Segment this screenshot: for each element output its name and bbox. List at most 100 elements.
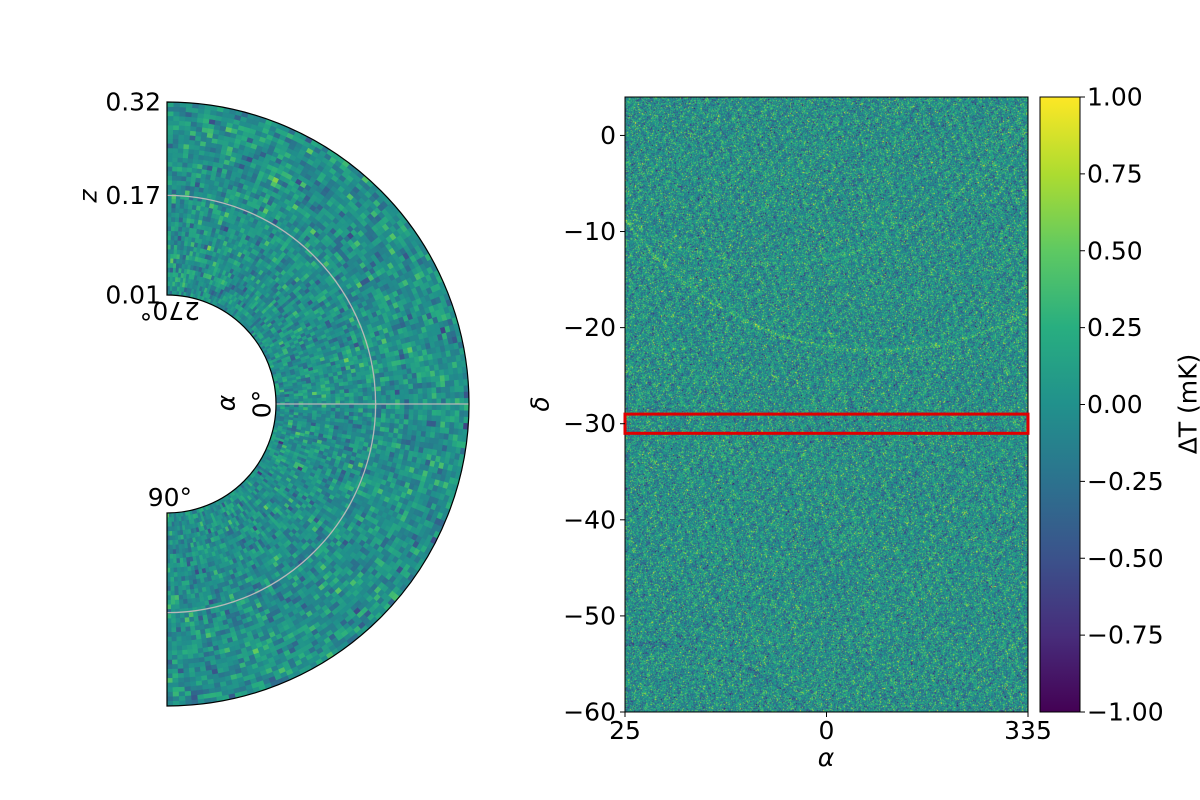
wedge-cell [167,599,172,606]
wedge-cell [178,590,184,596]
wedge-cell [183,203,189,210]
wedge-cell [174,207,180,213]
wedge-cell [181,166,188,173]
wedge-cell [412,377,418,384]
wedge-cell [344,411,350,416]
wedge-cell [170,595,176,601]
wedge-cell [371,420,377,427]
wedge-cell [335,410,341,416]
wedge-cell [167,267,171,273]
wedge-cell [170,581,175,587]
wedge-cell [353,415,359,421]
wedge-cell [413,398,419,405]
wedge-cell [170,609,177,615]
wedge-cell [348,418,354,424]
wedge-cell [362,386,368,392]
wedge-cell [171,161,178,167]
wedge-cell [178,585,183,592]
wedge-cell [367,412,373,418]
wedge-cell [179,613,186,619]
wedge-cell [343,414,350,420]
wedge-cell [302,409,309,414]
wedge-cell [175,189,181,195]
wedge-cell [330,413,336,419]
wedge-cell [167,184,172,190]
wedge-cell [170,576,175,583]
wedge-cell [394,384,400,390]
wedge-cell [180,617,186,624]
wedge-cell [177,663,184,670]
wedge-cell [384,380,391,386]
wedge-cell [376,390,382,396]
wedge-cell [169,544,174,551]
wedge-cell [185,630,192,637]
wedge-cell [422,392,428,399]
wedge-cell [349,407,355,413]
wedge-cell [376,408,382,414]
wedge-cell [178,207,184,214]
wedge-cell [169,558,174,564]
wedge-cell [182,143,190,150]
wedge-cell [188,190,195,196]
wedge-cell [380,385,387,391]
wedge-cell [171,613,177,619]
wedge-cell [175,604,181,610]
wedge-cell [179,603,185,610]
wedge-cell [280,406,286,410]
wedge-cell [167,170,173,176]
wedge-cell [167,161,173,167]
wedge-cell [171,636,178,642]
wedge-cell [187,199,194,206]
wedge-cell [187,653,195,660]
wedge-cell [173,567,178,573]
wedge-cell [393,379,400,386]
wedge-cell [181,161,188,168]
wedge-cell [372,403,378,409]
wedge-cell [385,412,392,419]
wedge-cell [416,376,423,384]
wedge-cell [399,403,405,410]
wedge-cell [184,612,190,619]
wedge-cell [172,143,179,149]
wedge-cell [177,152,184,158]
wedge-cell [384,422,391,428]
wedge-cell [171,618,177,624]
wedge-cell [408,398,415,405]
wedge-cell [380,412,387,419]
wedge-cell [358,407,364,413]
wedge-cell [182,658,190,665]
wedge-cell [403,418,410,425]
wedge-cell [170,572,175,578]
wedge-heatmap-cells [167,102,469,706]
wedge-cell [284,406,291,410]
wedge-cell [181,217,187,223]
wedge-cell [358,395,364,401]
wedge-cell [170,586,176,592]
wedge-cell [375,381,382,387]
wedge-cell [394,408,401,415]
wedge-cell [404,398,410,405]
wedge-cell [307,397,314,402]
wedge-cell [177,147,184,154]
wedge-cell [167,664,173,670]
wedge-cell [181,157,188,163]
wedge-cell [339,392,346,398]
wedge-cell [349,395,355,401]
wedge-cell [362,416,368,422]
wedge-cell [180,175,187,182]
wedge-cell [171,170,178,177]
wedge-cell [183,608,190,614]
wedge-cell [390,398,396,405]
wedge-cell [188,662,196,669]
wedge-cell [177,659,184,665]
wedge-cell [176,166,183,172]
wedge-cell [344,407,350,412]
wedge-cell [407,377,414,385]
wedge-cell [176,645,183,651]
wedge-cell [171,622,177,629]
wedge-cell [326,407,332,412]
wedge-cell [412,419,419,426]
wedge-cell [176,175,182,181]
wedge-cell [180,626,187,633]
wedge-cell [169,257,174,264]
